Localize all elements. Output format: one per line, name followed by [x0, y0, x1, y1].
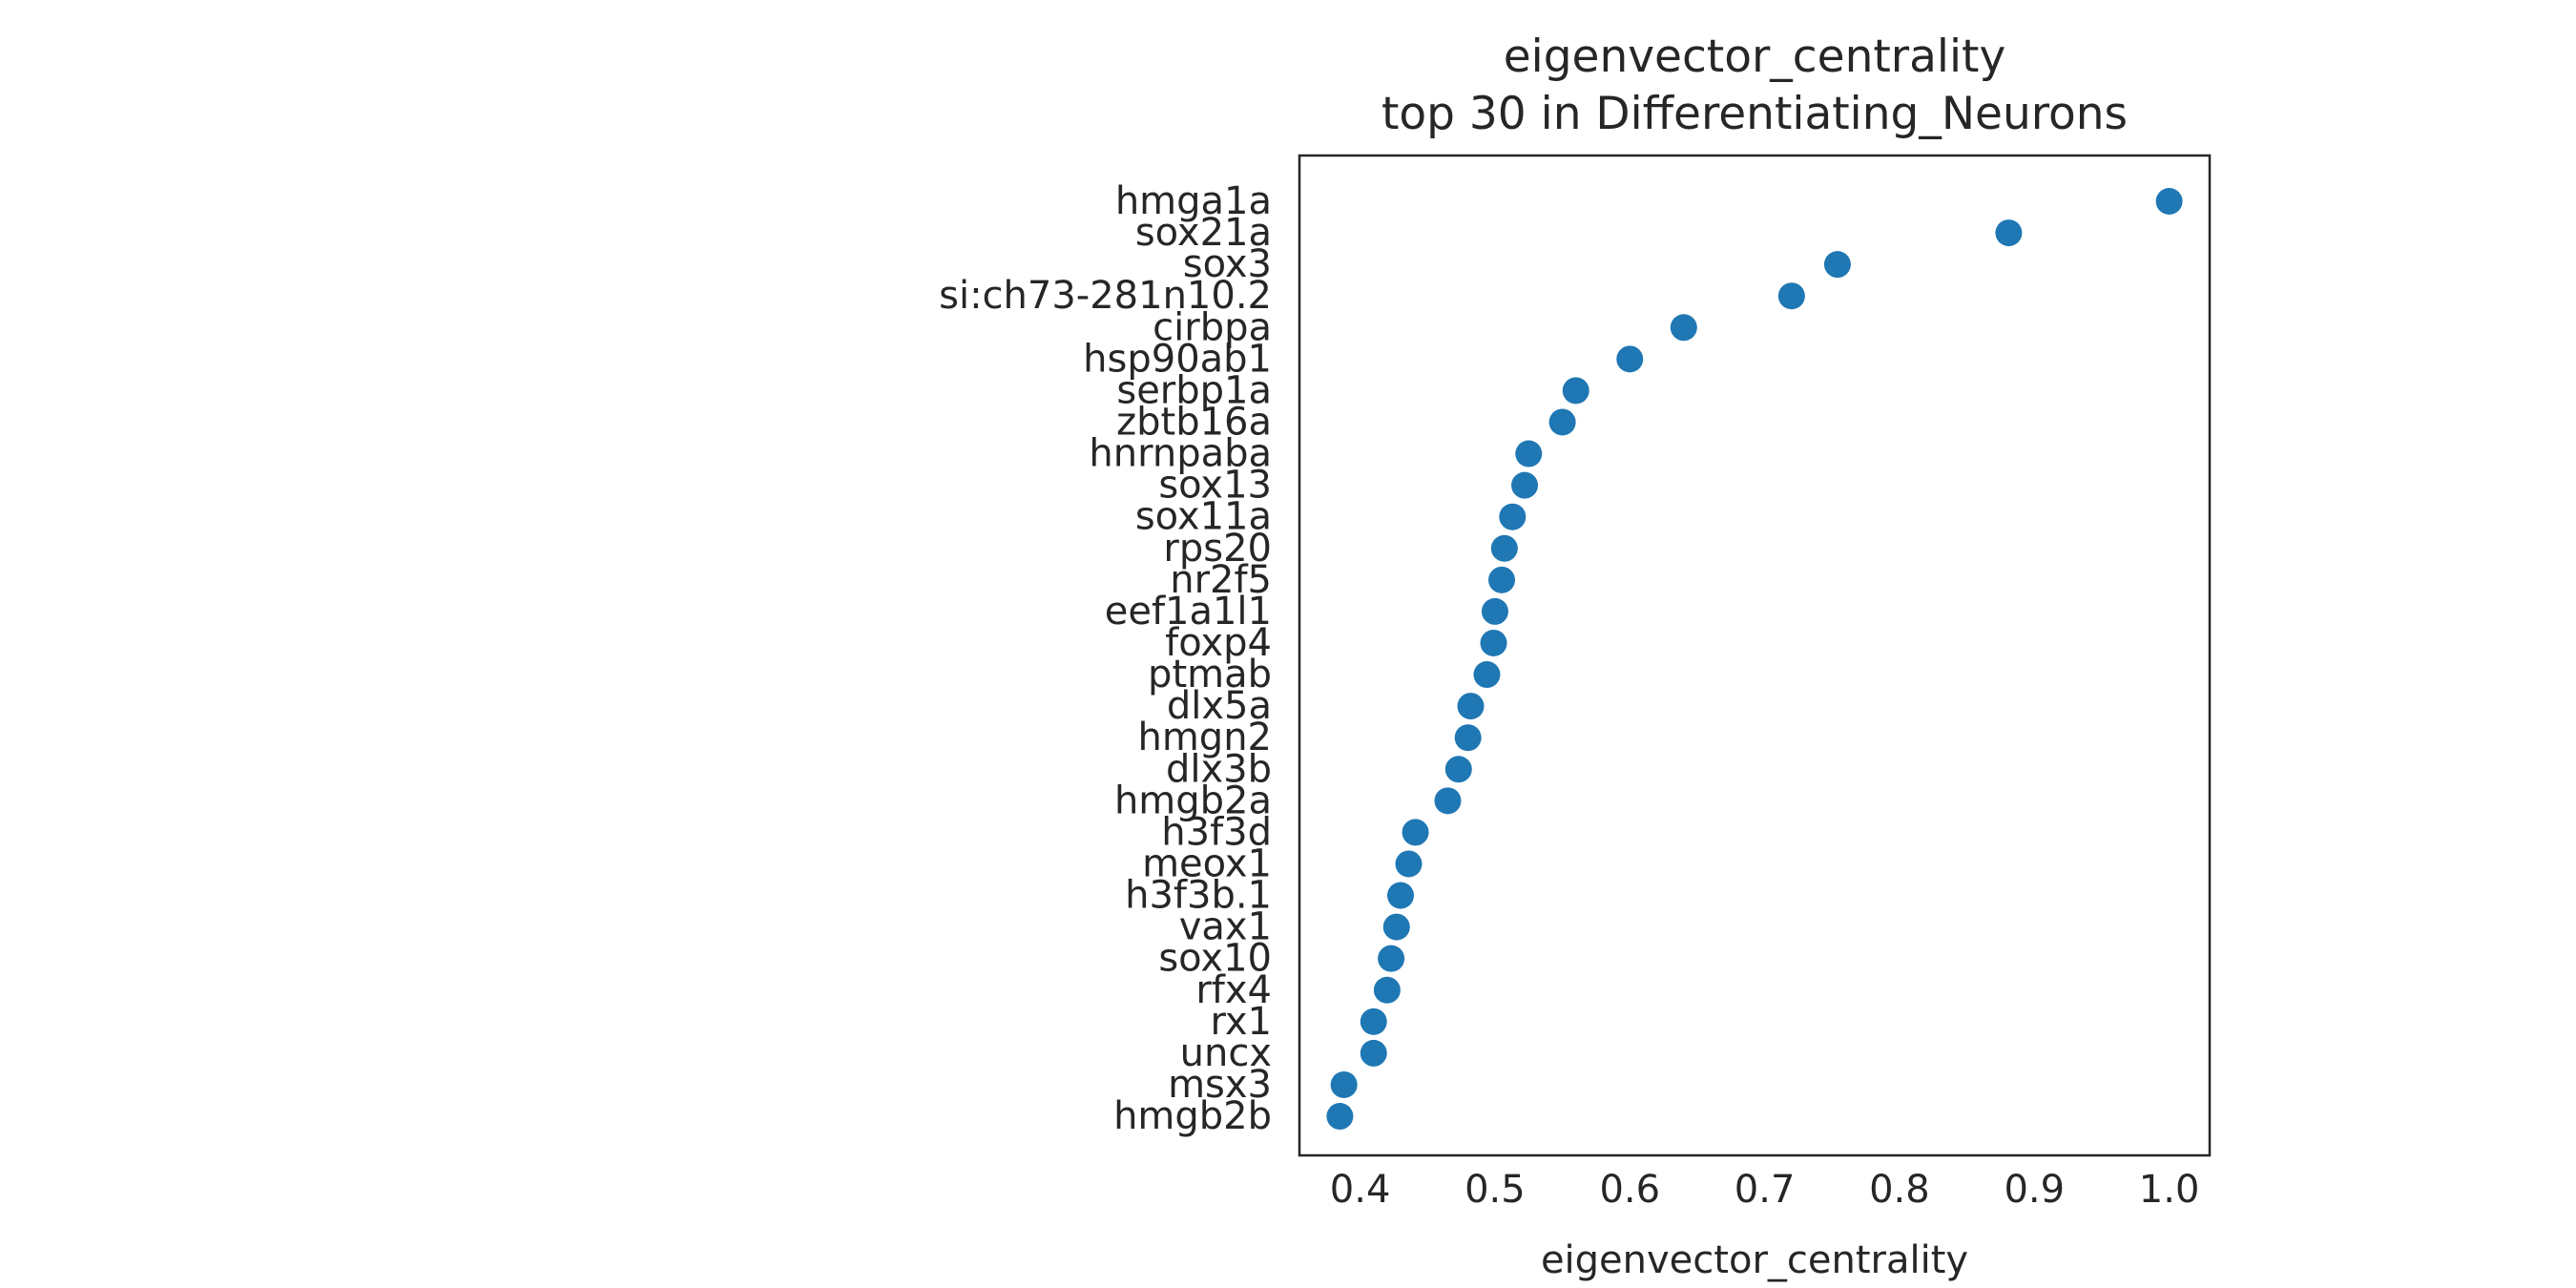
- y-tick-label: hmgb2a: [1114, 779, 1272, 822]
- data-point: [1434, 787, 1462, 815]
- data-point: [1378, 945, 1405, 972]
- data-point: [1481, 597, 1508, 625]
- y-tick-label: vax1: [1179, 905, 1272, 949]
- x-tick-label: 0.7: [1735, 1168, 1796, 1212]
- y-tick-label: ptmab: [1148, 653, 1272, 696]
- y-tick-label: h3f3b.1: [1125, 874, 1272, 918]
- x-axis-label: eigenvector_centrality: [1541, 1238, 1968, 1282]
- x-tick-label: 0.6: [1599, 1168, 1660, 1212]
- data-point: [1511, 471, 1539, 499]
- data-points: [1326, 188, 2183, 1131]
- y-tick-label: rps20: [1163, 527, 1272, 571]
- data-point: [1515, 440, 1543, 467]
- y-tick-label: hnrnpaba: [1089, 432, 1272, 476]
- data-point: [1444, 756, 1472, 783]
- y-tick-label: cirbpa: [1153, 305, 1272, 349]
- y-tick-label: si:ch73-281n10.2: [939, 274, 1272, 318]
- y-tick-label: eef1a1l1: [1105, 590, 1272, 634]
- data-point: [1402, 819, 1429, 846]
- y-tick-label: hsp90ab1: [1083, 337, 1272, 381]
- y-tick-label: foxp4: [1165, 621, 1272, 665]
- data-point: [1373, 976, 1401, 1004]
- y-tick-label: msx3: [1168, 1063, 1272, 1107]
- y-tick-label: dlx3b: [1166, 747, 1272, 791]
- y-tick-label: rfx4: [1195, 968, 1272, 1012]
- data-point: [1326, 1103, 1354, 1131]
- y-tick-label: sox10: [1158, 937, 1272, 981]
- y-tick-label: sox3: [1183, 242, 1272, 286]
- y-tick-label: meox1: [1142, 841, 1272, 885]
- data-point: [1777, 282, 1805, 310]
- y-tick-label: sox13: [1158, 464, 1272, 508]
- data-point: [1823, 251, 1851, 279]
- data-point: [1548, 408, 1576, 436]
- data-point: [1454, 724, 1482, 752]
- y-tick-labels: hmga1asox21asox3si:ch73-281n10.2cirbpahs…: [939, 179, 1272, 1138]
- data-point: [1387, 882, 1414, 909]
- y-tick-label: sox21a: [1135, 211, 1272, 255]
- y-tick-label: hmga1a: [1115, 179, 1272, 223]
- x-tick-label: 0.8: [1869, 1168, 1930, 1212]
- data-point: [1616, 345, 1644, 373]
- data-point: [1480, 629, 1507, 656]
- data-point: [1330, 1070, 1358, 1098]
- y-tick-label: sox11a: [1135, 495, 1272, 539]
- y-tick-label: h3f3d: [1161, 810, 1272, 854]
- x-ticks: 0.4 0.5 0.6 0.7 0.8 0.9 1.0: [1330, 1168, 2200, 1212]
- data-point: [1360, 1008, 1387, 1035]
- y-tick-label: uncx: [1180, 1031, 1272, 1075]
- data-point: [1382, 913, 1410, 941]
- data-point: [1395, 850, 1423, 878]
- chart-title-line-2: top 30 in Differentiating_Neurons: [1381, 88, 2128, 140]
- plot-frame: [1298, 154, 2212, 1157]
- x-tick-label: 0.5: [1465, 1168, 1526, 1212]
- data-point: [1499, 503, 1527, 530]
- data-point: [2155, 188, 2183, 215]
- y-tick-label: rx1: [1211, 1000, 1273, 1044]
- x-tick-label: 1.0: [2139, 1168, 2200, 1212]
- data-point: [1995, 219, 2023, 247]
- chart-title-line-1: eigenvector_centrality: [1504, 31, 2006, 83]
- data-point: [1490, 534, 1518, 562]
- data-point: [1670, 314, 1697, 342]
- y-tick-label: dlx5a: [1167, 684, 1272, 728]
- data-point: [1473, 661, 1501, 689]
- x-tick-label: 0.9: [2004, 1168, 2065, 1212]
- y-tick-label: nr2f5: [1170, 558, 1272, 602]
- data-point: [1457, 693, 1485, 720]
- y-tick-label: hmgb2b: [1113, 1094, 1272, 1138]
- y-tick-label: zbtb16a: [1116, 400, 1272, 444]
- y-tick-label: serbp1a: [1116, 368, 1272, 412]
- data-point: [1488, 566, 1515, 593]
- x-tick-label: 0.4: [1330, 1168, 1391, 1212]
- y-tick-label: hmgn2: [1137, 716, 1272, 759]
- data-point: [1562, 377, 1589, 405]
- data-point: [1360, 1039, 1387, 1067]
